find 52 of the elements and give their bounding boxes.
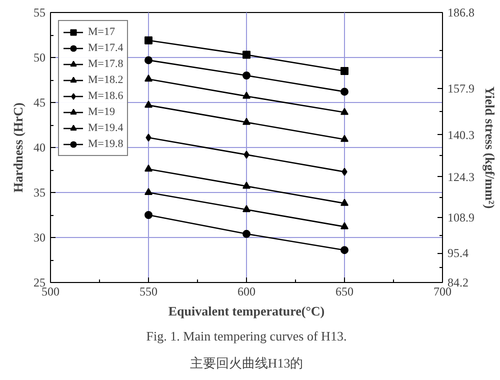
legend-label: M=17.4: [88, 41, 124, 55]
caption: Fig. 1. Main tempering curves of H13.: [146, 328, 347, 344]
legend-label: M=19: [88, 105, 115, 119]
point: [144, 188, 152, 196]
legend-label: M=17: [88, 25, 115, 39]
point: [242, 118, 250, 125]
y-tick-label: 55: [34, 6, 46, 20]
point: [342, 168, 348, 176]
point: [144, 56, 152, 64]
y-tick-label: 40: [34, 140, 46, 154]
point: [242, 230, 250, 238]
point: [144, 36, 152, 44]
y-tick-label: 45: [34, 96, 46, 110]
legend-label: M=19.4: [88, 121, 124, 135]
point: [144, 100, 152, 108]
y2-tick-label: 108.9: [448, 210, 474, 224]
x-tick-label: 650: [336, 284, 354, 298]
y2-tick-label: 95.4: [448, 246, 468, 260]
point: [242, 72, 250, 80]
y-tick-label: 35: [34, 186, 46, 200]
legend-label: M=17.8: [88, 57, 124, 71]
point: [340, 198, 348, 206]
y2-tick-label: 157.9: [448, 82, 474, 96]
y-tick-label: 50: [34, 50, 46, 64]
x-tick-label: 600: [238, 284, 256, 298]
point: [242, 92, 250, 99]
point: [144, 164, 152, 172]
y2-tick-label: 124.3: [448, 170, 474, 184]
legend-label: M=18.2: [88, 73, 124, 87]
point: [242, 205, 250, 212]
point: [340, 108, 348, 115]
y-tick-label: 30: [34, 230, 46, 244]
point: [340, 88, 348, 96]
text: 主要回火曲线H13的: [190, 356, 304, 370]
legend-label: M=18.6: [88, 89, 124, 103]
legend-label: M=19.8: [88, 137, 124, 151]
point: [340, 246, 348, 254]
y2-tick-label: 186.8: [448, 6, 474, 20]
point: [242, 182, 250, 189]
x-tick-label: 550: [140, 284, 158, 298]
y-axis-title: Hardness (HrC): [10, 102, 26, 192]
point: [144, 211, 152, 219]
x-axis-title: Equivalent temperature(°C): [168, 304, 325, 318]
point: [146, 134, 152, 142]
y2-tick-label: 140.3: [448, 128, 474, 142]
point: [242, 50, 250, 59]
point: [144, 74, 152, 82]
point: [340, 222, 348, 230]
point: [340, 134, 348, 142]
y2-axis-title: Yield stress (kgf/mm²): [482, 86, 498, 209]
point: [244, 150, 250, 159]
point: [340, 67, 348, 75]
